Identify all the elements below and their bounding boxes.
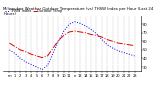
- THSW Index: [25, 61, 27, 62]
- Outdoor Temp: [134, 45, 136, 46]
- Legend: THSW Index, Outdoor Temp: THSW Index, Outdoor Temp: [5, 9, 63, 13]
- THSW Index: [36, 67, 38, 68]
- THSW Index: [79, 23, 81, 24]
- Outdoor Temp: [52, 48, 54, 49]
- THSW Index: [96, 33, 97, 34]
- THSW Index: [123, 52, 125, 53]
- Outdoor Temp: [123, 43, 125, 44]
- THSW Index: [68, 24, 70, 25]
- THSW Index: [85, 25, 87, 26]
- THSW Index: [19, 58, 21, 59]
- Outdoor Temp: [57, 40, 59, 41]
- Line: Outdoor Temp: Outdoor Temp: [9, 31, 135, 58]
- THSW Index: [8, 49, 10, 50]
- THSW Index: [52, 53, 54, 54]
- Outdoor Temp: [68, 31, 70, 32]
- THSW Index: [112, 48, 114, 49]
- Outdoor Temp: [63, 35, 65, 36]
- Text: Milwaukee Weather Outdoor Temperature (vs) THSW Index per Hour (Last 24 Hours): Milwaukee Weather Outdoor Temperature (v…: [3, 7, 154, 16]
- Outdoor Temp: [41, 57, 43, 58]
- THSW Index: [101, 39, 103, 40]
- THSW Index: [57, 41, 59, 42]
- Outdoor Temp: [19, 49, 21, 50]
- Outdoor Temp: [79, 31, 81, 32]
- THSW Index: [41, 69, 43, 70]
- Outdoor Temp: [30, 54, 32, 55]
- Outdoor Temp: [8, 43, 10, 44]
- THSW Index: [90, 29, 92, 30]
- Outdoor Temp: [74, 31, 76, 32]
- Outdoor Temp: [101, 37, 103, 38]
- Outdoor Temp: [85, 32, 87, 33]
- THSW Index: [74, 21, 76, 22]
- THSW Index: [106, 44, 108, 45]
- THSW Index: [47, 65, 48, 66]
- Outdoor Temp: [36, 55, 38, 56]
- THSW Index: [128, 54, 130, 55]
- Outdoor Temp: [96, 35, 97, 36]
- Outdoor Temp: [106, 39, 108, 40]
- Outdoor Temp: [90, 34, 92, 35]
- THSW Index: [30, 64, 32, 65]
- Outdoor Temp: [47, 55, 48, 56]
- Line: THSW Index: THSW Index: [9, 22, 135, 70]
- Outdoor Temp: [128, 44, 130, 45]
- Outdoor Temp: [25, 51, 27, 52]
- Outdoor Temp: [112, 41, 114, 42]
- Outdoor Temp: [14, 46, 16, 47]
- THSW Index: [134, 55, 136, 56]
- THSW Index: [14, 53, 16, 54]
- THSW Index: [117, 50, 119, 51]
- THSW Index: [63, 31, 65, 32]
- Outdoor Temp: [117, 43, 119, 44]
